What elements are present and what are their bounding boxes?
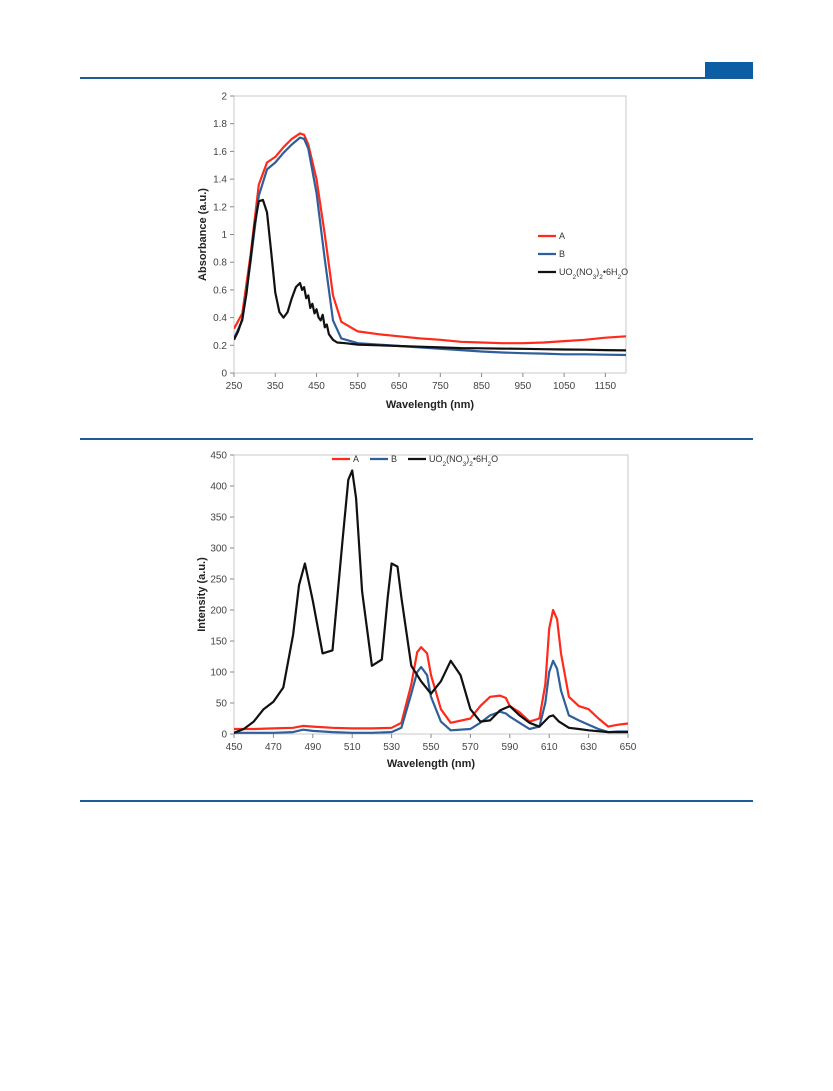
x-tick-label: 630 — [580, 742, 597, 753]
x-tick-label: 590 — [501, 742, 518, 753]
legend-label: B — [391, 454, 397, 464]
y-tick-label: 450 — [210, 451, 227, 462]
series-line-1 — [234, 132, 626, 345]
x-tick-label: 570 — [462, 742, 479, 753]
x-tick-label: 450 — [226, 742, 243, 753]
x-tick-label: 530 — [383, 742, 400, 753]
y-axis-label: Absorbance (a.u.) — [197, 188, 209, 281]
y-tick-label: 0.2 — [213, 341, 227, 352]
x-tick-label: 950 — [514, 381, 531, 392]
chart-1: 0 0.2 0.4 0.6 0.8 1 1.2 1.4 1.6 1.8 2 250 350 450 550 6… — [197, 92, 628, 412]
x-tick-label: 350 — [267, 381, 284, 392]
legend-label: A — [559, 231, 565, 241]
divider-rule-2 — [80, 800, 753, 802]
y-tick-label: 0 — [221, 730, 227, 741]
y-tick-label: 300 — [210, 544, 227, 555]
x-tick-label: 450 — [308, 381, 325, 392]
y-tick-label: 1 — [221, 230, 227, 241]
x-tick-label: 490 — [304, 742, 321, 753]
x-tick-label: 510 — [344, 742, 361, 753]
y-tick-label: 150 — [210, 637, 227, 648]
x-axis-label: Wavelength (nm) — [386, 399, 475, 411]
x-tick-label: 470 — [265, 742, 282, 753]
x-tick-label: 250 — [226, 381, 243, 392]
y-tick-label: 0.4 — [213, 313, 227, 324]
y-tick-label: 0.6 — [213, 285, 227, 296]
legend-label: UO2(NO3)2•6H2O — [559, 267, 628, 281]
y-tick-label: 0 — [221, 369, 227, 380]
series-line-2 — [234, 659, 628, 734]
x-axis-label: Wavelength (nm) — [387, 758, 476, 770]
series-line-2 — [234, 136, 626, 357]
y-tick-label: 1.2 — [213, 202, 227, 213]
y-tick-label: 1.8 — [213, 119, 227, 130]
legend: A B UO2(NO3)2•6H2O — [332, 454, 498, 468]
y-axis-label: Intensity (a.u.) — [196, 557, 208, 632]
x-tick-label: 1050 — [553, 381, 576, 392]
header-accent-tab — [705, 62, 753, 78]
x-tick-label: 850 — [473, 381, 490, 392]
x-tick-label: 750 — [432, 381, 449, 392]
y-tick-label: 350 — [210, 513, 227, 524]
x-tick-label: 550 — [349, 381, 366, 392]
series-line-1 — [234, 608, 628, 731]
x-tick-label: 650 — [391, 381, 408, 392]
y-tick-label: 2 — [221, 92, 227, 103]
y-tick-label: 1.6 — [213, 147, 227, 158]
x-tick-label: 650 — [620, 742, 637, 753]
header-rule — [80, 77, 753, 79]
series-line-3 — [234, 198, 626, 352]
legend-label: UO2(NO3)2•6H2O — [429, 454, 498, 468]
divider-rule-1 — [80, 438, 753, 440]
x-tick-label: 1150 — [595, 381, 617, 392]
y-tick-label: 200 — [210, 606, 227, 617]
y-tick-label: 250 — [210, 575, 227, 586]
y-tick-label: 400 — [210, 482, 227, 493]
y-tick-label: 50 — [216, 699, 228, 710]
y-tick-label: 100 — [210, 668, 227, 679]
legend: AB UO2(NO3)2•6H2O — [538, 231, 628, 281]
y-tick-label: 0.8 — [213, 258, 227, 269]
legend-label: B — [559, 249, 565, 259]
legend-label: A — [353, 454, 359, 464]
chart-2: 0 50 100 150 200 250 300 350 400 450 450 470 490 510 5… — [196, 451, 637, 771]
series-line-3 — [234, 469, 628, 734]
x-tick-label: 610 — [541, 742, 558, 753]
y-tick-label: 1.4 — [213, 175, 227, 186]
x-tick-label: 550 — [423, 742, 440, 753]
